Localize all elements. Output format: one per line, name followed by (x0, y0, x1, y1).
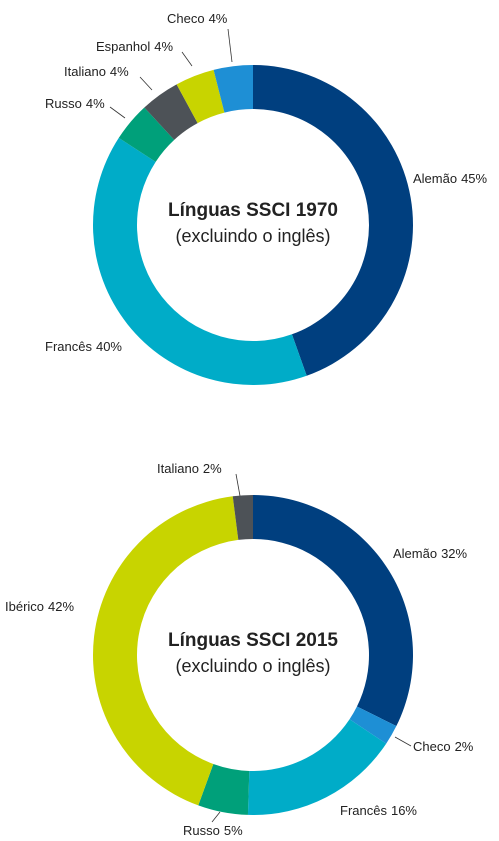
donut-segment (92, 496, 239, 806)
leader-line (139, 76, 153, 91)
segment-label: Ibérico 42% (5, 599, 74, 614)
segment-label: Francês 40% (45, 339, 122, 354)
donut-segment (253, 65, 414, 376)
donut-segment (144, 84, 198, 140)
category-name: Russo (45, 96, 82, 111)
segment-label: Italiano 4% (64, 64, 129, 79)
leader-line (211, 811, 221, 823)
segment-label: Alemão 45% (413, 171, 488, 186)
donut-segment (253, 495, 413, 727)
leader-line (235, 473, 241, 497)
value-label: 4% (86, 96, 105, 111)
category-name: Ibérico (5, 599, 44, 614)
category-name: Espanhol (96, 39, 150, 54)
segment-label: Russo 4% (45, 96, 105, 111)
category-name: Alemão (413, 171, 457, 186)
category-name: Francês (45, 339, 92, 354)
chart-subtitle: (excluindo o inglês) (175, 226, 330, 246)
chart-subtitle: (excluindo o inglês) (175, 656, 330, 676)
chart-title: Línguas SSCI 2015 (168, 630, 338, 651)
value-label: 16% (391, 803, 417, 818)
donut-segment (349, 706, 397, 744)
donut-segment (198, 764, 250, 815)
segment-label: Espanhol 4% (96, 39, 173, 54)
value-label: 5% (224, 823, 243, 838)
value-label: 4% (209, 11, 228, 26)
leader-line (227, 28, 233, 63)
value-label: 40% (96, 339, 122, 354)
value-label: 2% (203, 461, 222, 476)
category-name: Checo (413, 739, 451, 754)
category-name: Italiano (64, 64, 106, 79)
value-label: 45% (461, 171, 487, 186)
value-label: 2% (455, 739, 474, 754)
segment-label: Russo 5% (183, 823, 243, 838)
leader-line (109, 106, 126, 119)
segment-label: Francês 16% (340, 803, 417, 818)
category-name: Francês (340, 803, 387, 818)
segment-label: Italiano 2% (157, 461, 222, 476)
chart-title: Línguas SSCI 1970 (168, 200, 338, 221)
donut-segment (176, 69, 225, 124)
donut-segment (247, 719, 387, 815)
segment-label: Alemão 32% (393, 546, 468, 561)
segment-label: Checo 4% (167, 11, 228, 26)
category-name: Alemão (393, 546, 437, 561)
value-label: 42% (48, 599, 74, 614)
value-label: 32% (441, 546, 467, 561)
value-label: 4% (154, 39, 173, 54)
leader-line (394, 736, 412, 747)
donut-segment (92, 137, 307, 386)
leader-line (181, 51, 193, 67)
value-label: 4% (110, 64, 129, 79)
category-name: Italiano (157, 461, 199, 476)
segment-label: Checo 2% (413, 739, 474, 754)
category-name: Russo (183, 823, 220, 838)
donut-segment (118, 107, 175, 162)
category-name: Checo (167, 11, 205, 26)
donut-segment (213, 65, 253, 113)
donut-segment (232, 495, 253, 540)
